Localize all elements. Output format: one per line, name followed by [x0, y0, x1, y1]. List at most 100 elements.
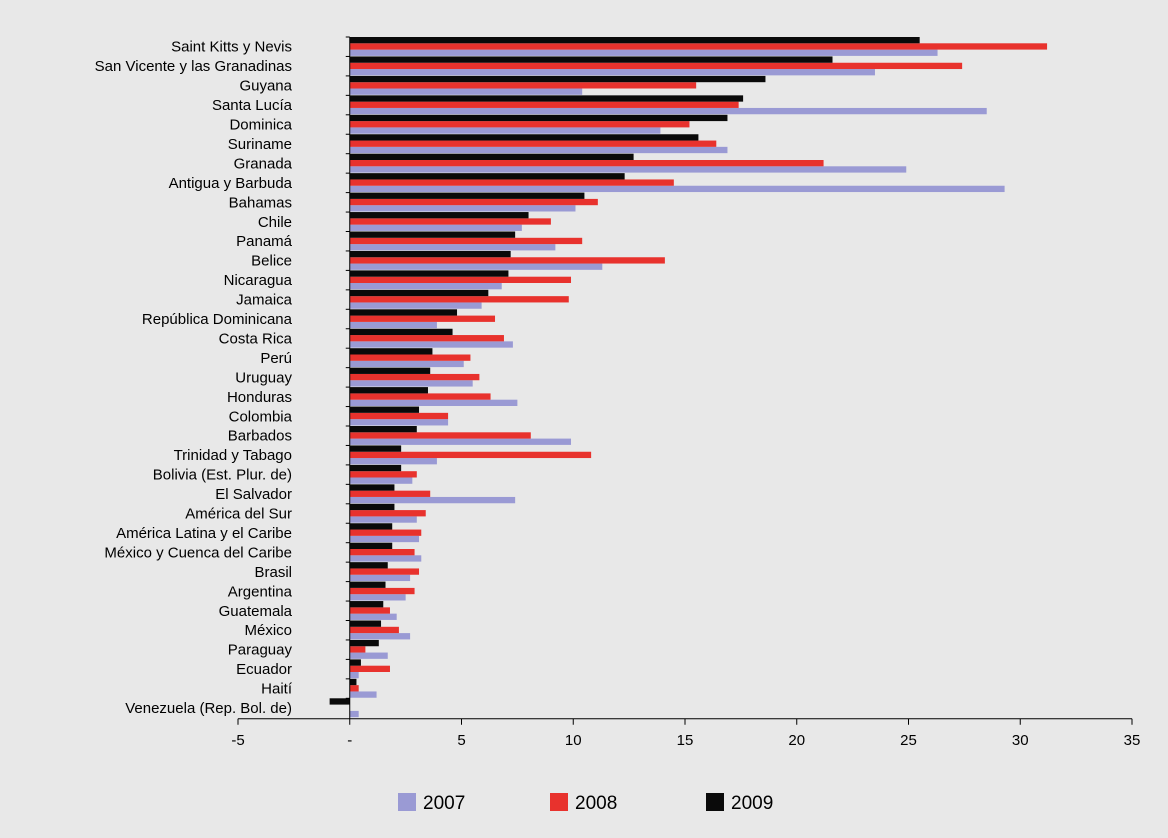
bar-2007-30 — [349, 633, 411, 640]
bar-2007-24 — [349, 516, 417, 523]
bar-2007-9 — [349, 224, 522, 231]
category-label: El Salvador — [215, 486, 292, 503]
x-tick-label: -5 — [231, 732, 244, 749]
bar-2009-27 — [349, 562, 388, 569]
category-label: Uruguay — [235, 369, 292, 386]
legend-label-2009: 2009 — [731, 793, 773, 814]
category-label: Antigua y Barbuda — [169, 175, 293, 192]
category-label: Belice — [251, 253, 292, 270]
category-label: Bolivia (Est. Plur. de) — [153, 467, 292, 484]
bar-2008-10 — [349, 237, 583, 245]
category-label: América Latina y el Caribe — [116, 525, 292, 542]
bar-2009-16 — [349, 348, 433, 355]
bar-2009-8 — [349, 192, 585, 199]
category-label: Nicaragua — [224, 272, 293, 289]
bar-2009-33 — [349, 678, 357, 686]
bar-2007-2 — [349, 88, 583, 95]
category-label: Granada — [234, 155, 293, 172]
bar-2008-1 — [349, 62, 963, 70]
bar-2008-7 — [349, 179, 674, 186]
bar-2008-18 — [349, 393, 491, 400]
bar-2008-23 — [349, 490, 431, 497]
bar-2008-33 — [349, 685, 359, 692]
bar-2007-22 — [349, 477, 413, 484]
bar-2009-23 — [349, 484, 395, 491]
bar-2009-24 — [349, 503, 395, 511]
bar-2009-22 — [349, 464, 402, 472]
bar-2008-3 — [349, 101, 739, 108]
x-tick-label: 10 — [565, 732, 582, 749]
bar-2007-13 — [349, 302, 482, 309]
category-label: Suriname — [228, 136, 292, 153]
bar-2008-2 — [349, 82, 697, 89]
category-label: Santa Lucía — [212, 97, 293, 114]
category-label: Barbados — [228, 428, 292, 445]
bar-2007-8 — [349, 205, 576, 212]
bar-2007-28 — [349, 594, 406, 601]
bar-2009-4 — [349, 114, 728, 122]
bar-2008-8 — [349, 198, 598, 206]
bar-2009-17 — [349, 367, 431, 374]
bar-2009-11 — [349, 250, 511, 258]
bar-2007-20 — [349, 438, 572, 445]
bar-2009-19 — [349, 406, 420, 413]
bar-2009-29 — [349, 601, 384, 608]
bar-2008-6 — [349, 160, 824, 167]
bar-2009-28 — [349, 581, 386, 588]
bar-2007-31 — [349, 652, 388, 659]
bar-2009-31 — [349, 639, 379, 647]
bar-2008-11 — [349, 257, 665, 264]
category-label: Costa Rica — [219, 330, 293, 347]
bar-2008-5 — [349, 140, 717, 147]
legend-label-2007: 2007 — [423, 793, 465, 814]
bar-2007-26 — [349, 555, 422, 562]
legend-swatch-2009 — [706, 793, 724, 811]
category-label: Argentina — [228, 583, 293, 600]
bar-2009-9 — [349, 212, 529, 219]
bar-2009-6 — [349, 153, 634, 160]
bar-2008-21 — [349, 451, 592, 459]
bar-2007-0 — [349, 49, 938, 56]
x-tick-label: 35 — [1124, 732, 1141, 749]
bar-2007-34 — [349, 710, 359, 718]
category-label: República Dominicana — [142, 311, 293, 328]
bar-2008-32 — [349, 665, 390, 672]
legend-swatch-2007 — [398, 793, 416, 811]
legend-swatch-2008 — [550, 793, 568, 811]
bar-2007-32 — [349, 672, 359, 679]
bar-2009-32 — [349, 659, 361, 666]
bar-2008-29 — [349, 607, 390, 614]
category-label: Brasil — [254, 564, 292, 581]
bar-2008-17 — [349, 373, 480, 381]
bar-2008-31 — [349, 646, 366, 653]
category-label: Bahamas — [229, 194, 292, 211]
bar-2007-5 — [349, 146, 728, 154]
category-label: Guatemala — [219, 603, 293, 620]
category-label: San Vicente y las Granadinas — [95, 58, 292, 75]
bar-2009-25 — [349, 523, 393, 530]
bar-2007-10 — [349, 244, 556, 251]
bar-2007-29 — [349, 613, 397, 620]
bar-2009-0 — [349, 37, 920, 44]
bar-2009-34 — [329, 698, 350, 705]
bar-2008-15 — [349, 335, 504, 342]
bar-2009-2 — [349, 75, 766, 83]
bar-2009-5 — [349, 134, 699, 141]
bar-2007-14 — [349, 321, 437, 329]
bar-2007-3 — [349, 107, 987, 115]
category-label: Saint Kitts y Nevis — [171, 39, 292, 56]
category-label: Honduras — [227, 389, 292, 406]
bar-2008-26 — [349, 549, 415, 556]
category-label: México y Cuenca del Caribe — [104, 544, 292, 561]
bar-2007-19 — [349, 419, 449, 426]
category-label: Jamaica — [236, 292, 293, 309]
bar-2009-12 — [349, 270, 509, 277]
bar-2009-14 — [349, 309, 458, 316]
bar-2007-15 — [349, 341, 513, 348]
category-label: Panamá — [236, 233, 293, 250]
bar-2008-19 — [349, 412, 449, 420]
x-tick-label: 25 — [900, 732, 917, 749]
bar-2007-23 — [349, 496, 516, 504]
category-label: Guyana — [239, 78, 292, 95]
